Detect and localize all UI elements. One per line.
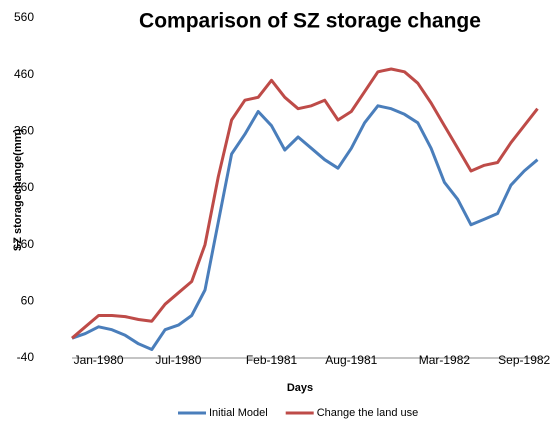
x-tick-label: Jan-1980 (74, 353, 124, 367)
series-line (71, 104, 539, 351)
y-tick-label: 60 (21, 294, 35, 308)
y-tick-label: 360 (14, 124, 34, 138)
y-axis-title: SZ storagechange(mm) (12, 129, 24, 252)
x-tick-label: Aug-1981 (325, 353, 377, 367)
y-tick-label: 160 (14, 237, 34, 251)
y-tick-label: 560 (14, 10, 34, 24)
x-tick-label: Jul-1980 (155, 353, 201, 367)
y-tick-label: -40 (17, 350, 35, 364)
chart-title: Comparison of SZ storage change (139, 10, 481, 33)
y-tick-label: 260 (14, 180, 34, 194)
x-tick-label: Mar-1982 (419, 353, 471, 367)
legend-label: Change the land use (317, 407, 419, 419)
x-tick-label: Sep-1982 (498, 353, 550, 367)
series-line (71, 67, 539, 340)
y-tick-label: 460 (14, 67, 34, 81)
x-tick-label: Feb-1981 (246, 353, 298, 367)
legend-label: Initial Model (209, 407, 268, 419)
x-axis-title: Days (287, 382, 313, 394)
